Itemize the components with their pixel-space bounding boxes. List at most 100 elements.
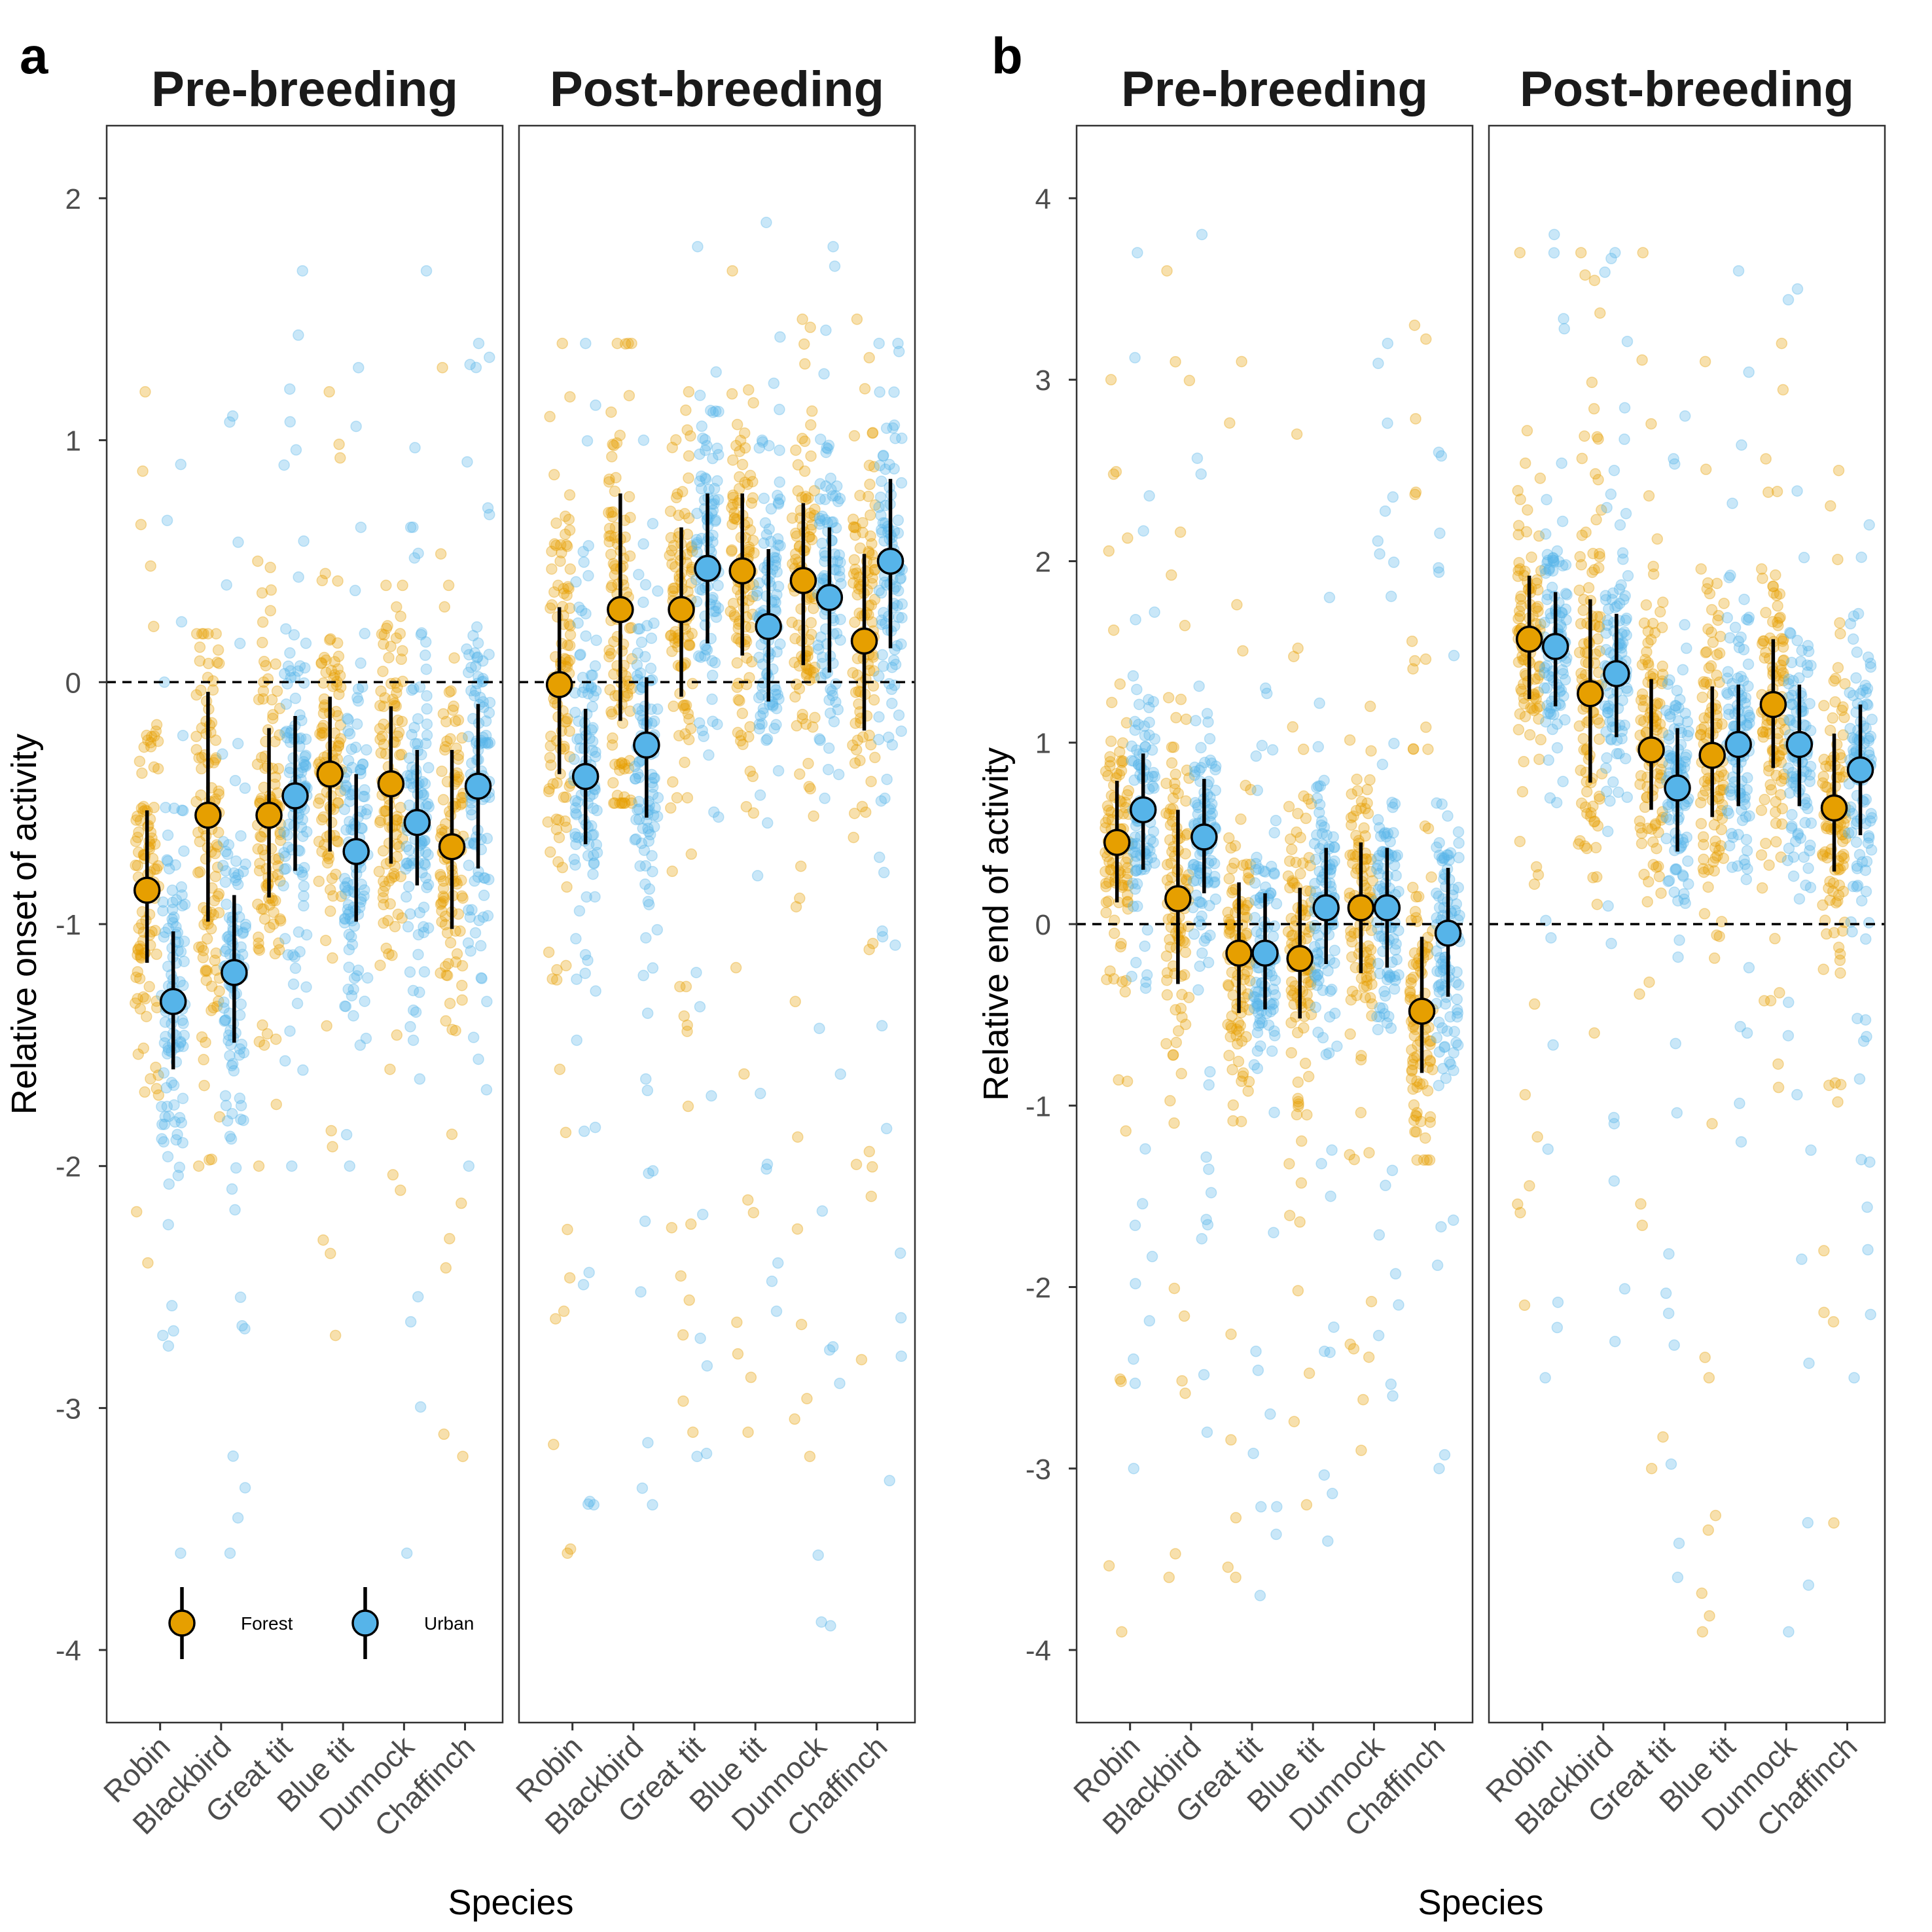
raw-observation-point [564,780,575,793]
raw-observation-point [1326,983,1338,995]
raw-observation-point [296,831,309,842]
raw-observation-point [414,906,426,919]
raw-observation-point [149,730,160,742]
raw-observation-point [626,797,638,809]
raw-observation-point [1758,995,1770,1007]
raw-observation-point [266,694,278,706]
raw-observation-point [237,865,249,878]
raw-observation-point [1344,1338,1356,1350]
raw-observation-point [435,548,447,560]
raw-observation-point [1772,1081,1785,1094]
raw-observation-point [865,1190,878,1202]
raw-observation-point [887,422,899,434]
raw-observation-point [1665,752,1677,764]
raw-observation-point [314,728,326,740]
raw-observation-point [218,1002,230,1014]
raw-observation-point [278,847,290,859]
raw-observation-point [1385,590,1397,602]
raw-observation-point [790,444,802,456]
raw-observation-point [647,962,659,974]
raw-observation-point [1160,1038,1172,1050]
raw-observation-point [339,880,351,893]
raw-observation-point [1704,1610,1715,1622]
raw-observation-point [1253,1017,1266,1029]
raw-observation-point [284,1025,296,1037]
raw-observation-point [1350,829,1362,842]
raw-observation-point [169,1116,181,1128]
raw-observation-point [1104,965,1116,977]
raw-observation-point [293,571,304,583]
raw-observation-point [1188,928,1200,940]
raw-observation-point [132,993,143,1005]
raw-observation-point [799,358,811,370]
raw-observation-point [699,444,711,456]
raw-observation-point [1126,971,1137,982]
raw-observation-point [1283,1158,1295,1170]
raw-observation-point [561,661,573,673]
raw-observation-point [876,526,888,539]
raw-observation-point [605,507,617,518]
raw-observation-point [235,830,247,842]
raw-observation-point [1170,355,1181,368]
raw-observation-point [420,800,432,812]
raw-observation-point [563,618,575,630]
raw-observation-point [346,931,357,943]
raw-observation-point [1325,1190,1336,1202]
raw-observation-point [800,490,812,503]
raw-observation-point [132,859,143,872]
raw-observation-point [1824,894,1836,906]
raw-observation-point [863,944,875,956]
raw-observation-point [794,892,806,904]
raw-observation-point [378,700,390,713]
raw-observation-point [393,840,405,853]
raw-observation-point [812,1549,824,1561]
raw-observation-point [298,535,310,547]
raw-observation-point [605,406,617,418]
raw-observation-point [542,816,554,828]
raw-observation-point [626,337,637,349]
raw-observation-point [253,1160,265,1172]
raw-observation-point [471,652,483,664]
raw-observation-point [1600,594,1612,606]
raw-observation-point [582,954,594,967]
raw-observation-point [207,1001,220,1014]
raw-observation-point [1323,592,1336,603]
raw-observation-point [397,833,408,845]
raw-observation-point [213,657,225,670]
raw-observation-point [1619,719,1631,731]
raw-observation-point [729,611,741,623]
raw-observation-point [196,762,207,775]
raw-observation-point [706,670,719,681]
raw-observation-point [1608,1175,1620,1187]
raw-observation-point [622,762,635,774]
raw-observation-point [1647,859,1660,871]
raw-observation-point [582,540,594,552]
raw-observation-point [707,715,719,727]
raw-observation-point [281,829,294,841]
raw-observation-point [1127,877,1139,889]
raw-observation-point [435,897,448,909]
raw-observation-point [1295,1135,1308,1147]
raw-observation-point [635,1286,647,1298]
raw-observation-point [664,630,677,642]
raw-observation-point [464,359,476,370]
raw-observation-point [391,810,403,823]
raw-observation-point [864,478,876,490]
raw-observation-point [152,1089,165,1101]
raw-observation-point [450,956,462,968]
raw-observation-point [1412,891,1425,903]
raw-observation-point [206,980,218,992]
raw-observation-point [550,1313,562,1325]
raw-observation-point [257,685,270,697]
raw-observation-point [1770,769,1782,781]
raw-observation-point [1130,613,1141,626]
raw-observation-point [1694,796,1707,809]
raw-observation-point [874,386,885,398]
raw-observation-point [332,796,344,809]
raw-observation-point [639,579,652,591]
raw-observation-point [1410,1126,1422,1138]
raw-observation-point [274,702,286,715]
raw-observation-point [668,539,680,552]
raw-observation-point [670,434,682,446]
raw-observation-point [1588,402,1600,415]
